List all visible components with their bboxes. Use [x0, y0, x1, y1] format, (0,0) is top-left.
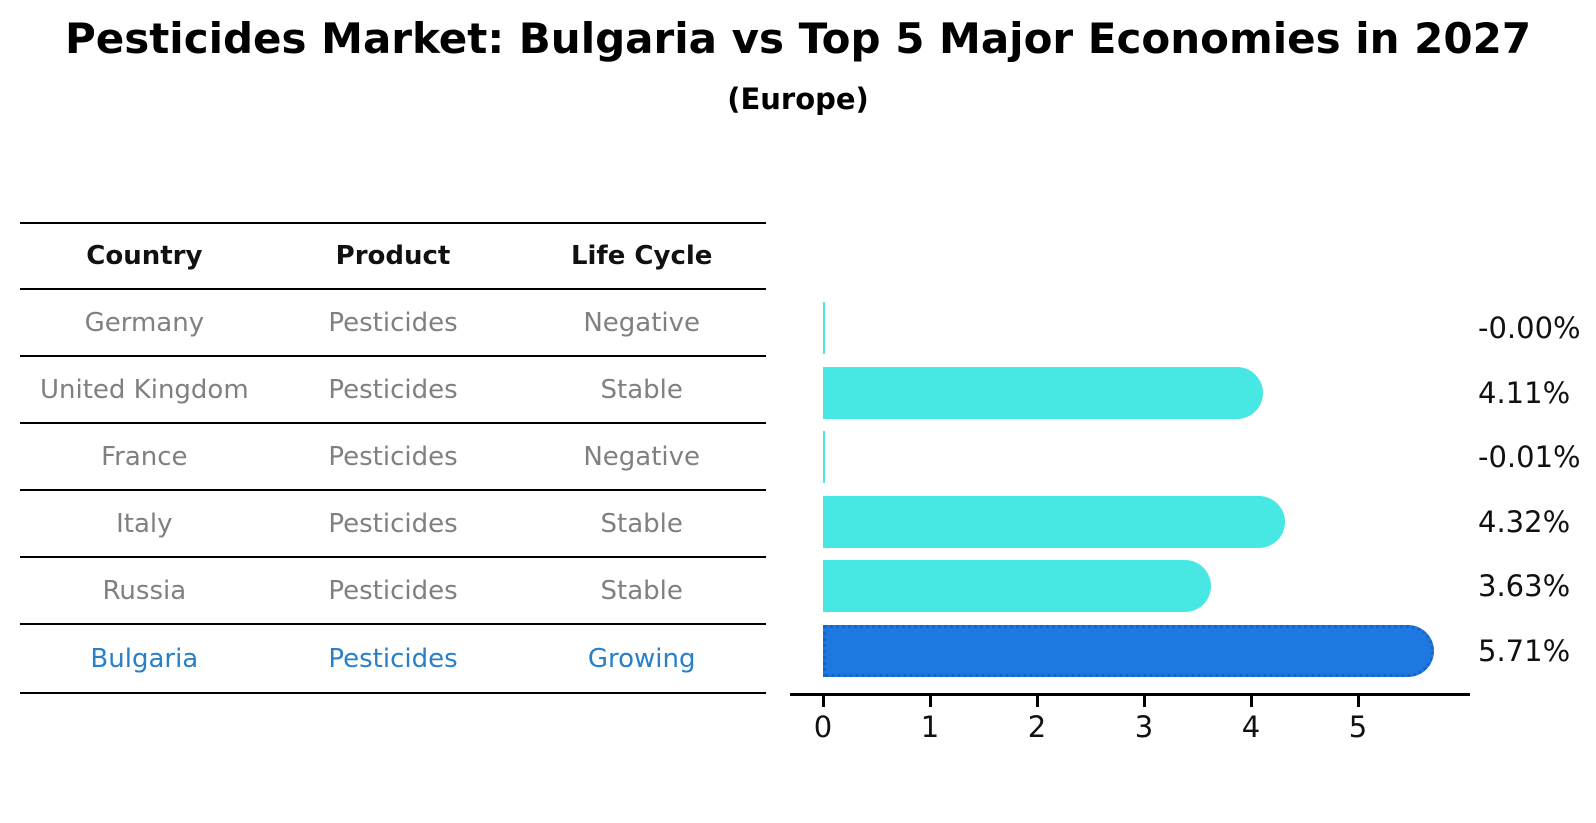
x-axis-tick: [822, 696, 825, 707]
bar-russia: [823, 560, 1211, 612]
bar-value-label: 3.63%: [1478, 569, 1571, 603]
table-cell-country: Germany: [84, 307, 205, 338]
x-axis-tick: [1036, 696, 1039, 707]
bar-value-label: 4.32%: [1478, 504, 1571, 539]
table-cell-country: Bulgaria: [90, 643, 199, 674]
bar-italy: [823, 495, 1285, 548]
table-row: Italy Pesticides Stable: [20, 491, 766, 558]
column-header-product: Product: [335, 241, 451, 271]
bar-value-label: -0.01%: [1478, 440, 1581, 474]
table-cell-product: Pesticides: [328, 374, 458, 405]
bar-germany: [823, 302, 825, 354]
x-axis-tick-label: 4: [1241, 710, 1261, 744]
table-cell-lifecycle: Stable: [600, 374, 683, 405]
x-axis-tick-label: 3: [1134, 710, 1154, 744]
table-cell-product: Pesticides: [328, 307, 458, 338]
table-cell-product: Pesticides: [328, 508, 458, 539]
bar-united-kingdom: [823, 366, 1263, 419]
bar-value-label: 4.11%: [1478, 375, 1571, 410]
table-row: Russia Pesticides Stable: [20, 558, 766, 625]
x-axis-tick-label: 5: [1348, 710, 1368, 744]
table-cell-lifecycle: Growing: [587, 643, 696, 674]
table-cell-product: Pesticides: [328, 643, 458, 674]
table-cell-product: Pesticides: [328, 575, 458, 606]
table-cell-country: France: [101, 441, 188, 472]
bar-value-label: 5.71%: [1478, 633, 1571, 668]
chart-subtitle: (Europe): [727, 82, 869, 116]
table-row: Germany Pesticides Negative: [20, 290, 766, 357]
table-cell-country: Italy: [116, 508, 173, 539]
table-row: Bulgaria Pesticides Growing: [20, 625, 766, 692]
table-cell-country: United Kingdom: [39, 374, 249, 405]
table-cell-lifecycle: Stable: [600, 508, 683, 539]
column-header-lifecycle: Life Cycle: [570, 241, 713, 271]
x-axis-tick-label: 0: [813, 710, 833, 744]
table-cell-country: Russia: [102, 575, 187, 606]
table-cell-lifecycle: Negative: [583, 307, 701, 338]
chart-title: Pesticides Market: Bulgaria vs Top 5 Maj…: [64, 14, 1532, 63]
x-axis-tick: [1250, 696, 1253, 707]
table-cell-lifecycle: Negative: [583, 441, 701, 472]
table-cell-product: Pesticides: [328, 441, 458, 472]
bar-france: [823, 431, 825, 483]
table-header-row: Country Product Life Cycle: [20, 224, 766, 290]
country-table: Country Product Life Cycle Germany Pesti…: [20, 222, 766, 694]
column-header-country: Country: [86, 241, 203, 271]
x-axis-tick: [1357, 696, 1360, 707]
table-row: France Pesticides Negative: [20, 424, 766, 491]
x-axis-tick-label: 2: [1027, 710, 1047, 744]
table-cell-lifecycle: Stable: [600, 575, 683, 606]
x-axis-tick: [929, 696, 932, 707]
bar-bulgaria: [823, 624, 1434, 677]
bar-value-label: -0.00%: [1478, 311, 1581, 345]
table-body: Germany Pesticides Negative United Kingd…: [20, 290, 766, 692]
table-row: United Kingdom Pesticides Stable: [20, 357, 766, 424]
x-axis-line: [790, 693, 1470, 696]
x-axis-tick: [1143, 696, 1146, 707]
x-axis-tick-label: 1: [920, 710, 940, 744]
